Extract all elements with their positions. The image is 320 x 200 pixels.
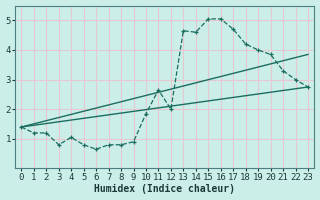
X-axis label: Humidex (Indice chaleur): Humidex (Indice chaleur) (94, 184, 235, 194)
